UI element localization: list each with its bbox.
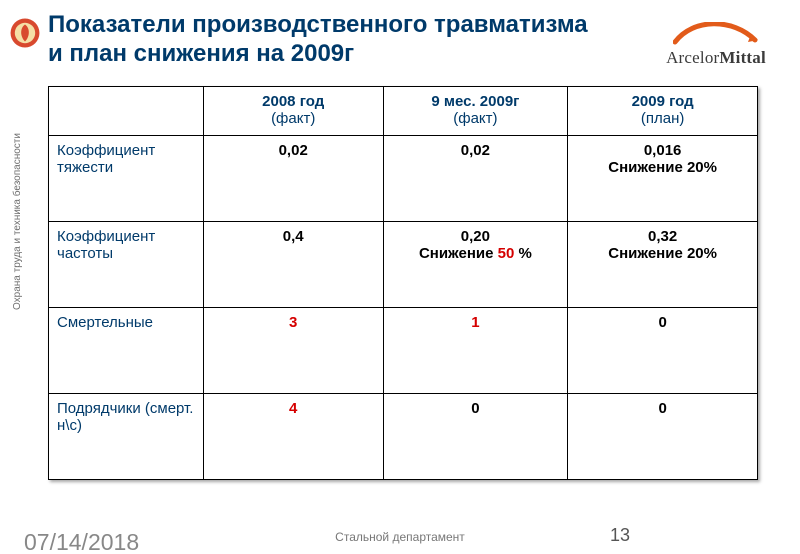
cell-value: 0 xyxy=(471,400,479,417)
data-cell: 0 xyxy=(568,394,758,480)
row-label: Подрядчики (смерт. н\с) xyxy=(49,394,204,480)
cell-value: 0,4 xyxy=(283,228,304,245)
footer-center: Стальной департамент xyxy=(0,530,800,544)
slide-title: Показатели производственного травматизма… xyxy=(48,10,608,69)
sidebar-vertical-text: Охрана труда и техника безопасности xyxy=(12,133,23,310)
company-logo: ArcelorMittal xyxy=(646,22,786,72)
header-cell: 2008 год (факт) xyxy=(203,87,383,136)
table-row: Смертельные 3 1 0 xyxy=(49,308,758,394)
data-cell: 0,20Снижение 50 % xyxy=(383,222,568,308)
cell-value: 0 xyxy=(658,314,666,331)
table-row: Коэффициент тяжести 0,02 0,02 0,016Снижение… xyxy=(49,136,758,222)
row-label: Коэффициент частоты xyxy=(49,222,204,308)
cell-value: 0,02 xyxy=(461,142,490,159)
cell-value: 1 xyxy=(471,314,479,331)
header-cell: 2009 год (план) xyxy=(568,87,758,136)
footer-page-number: 13 xyxy=(610,525,630,546)
cell-value: 0,016 xyxy=(644,142,682,159)
cell-value: 0,02 xyxy=(279,142,308,159)
data-cell: 0 xyxy=(383,394,568,480)
badge-icon xyxy=(8,16,42,50)
data-cell: 0 xyxy=(568,308,758,394)
row-label: Смертельные xyxy=(49,308,204,394)
data-cell: 0,02 xyxy=(203,136,383,222)
data-cell: 4 xyxy=(203,394,383,480)
header-cell: 9 мес. 2009г (факт) xyxy=(383,87,568,136)
cell-value: 3 xyxy=(289,314,297,331)
logo-text-a: Arcelor xyxy=(666,48,719,67)
cell-subtext: Снижение 50 % xyxy=(419,245,532,262)
cell-value: 4 xyxy=(289,400,297,417)
table-header-row: 2008 год (факт) 9 мес. 2009г (факт) 2009… xyxy=(49,87,758,136)
data-cell: 1 xyxy=(383,308,568,394)
logo-text: ArcelorMittal xyxy=(646,48,786,68)
data-cell: 0,32Снижение 20% xyxy=(568,222,758,308)
cell-subtext: Снижение 20% xyxy=(608,159,717,176)
slide: Показатели производственного травматизма… xyxy=(0,0,800,554)
cell-subtext: Снижение 20% xyxy=(608,245,717,262)
cell-value: 0 xyxy=(658,400,666,417)
row-label: Коэффициент тяжести xyxy=(49,136,204,222)
indicators-table: 2008 год (факт) 9 мес. 2009г (факт) 2009… xyxy=(48,86,758,480)
logo-text-b: Mittal xyxy=(719,48,766,67)
data-cell: 0,4 xyxy=(203,222,383,308)
header-cell xyxy=(49,87,204,136)
table-row: Коэффициент частоты0,40,20Снижение 50 %0… xyxy=(49,222,758,308)
data-cell: 3 xyxy=(203,308,383,394)
cell-value: 0,20 xyxy=(461,228,490,245)
logo-arc-icon xyxy=(673,22,759,46)
data-cell: 0,02 xyxy=(383,136,568,222)
table-row: Подрядчики (смерт. н\с) 4 0 0 xyxy=(49,394,758,480)
data-cell: 0,016Снижение 20% xyxy=(568,136,758,222)
cell-value: 0,32 xyxy=(648,228,677,245)
